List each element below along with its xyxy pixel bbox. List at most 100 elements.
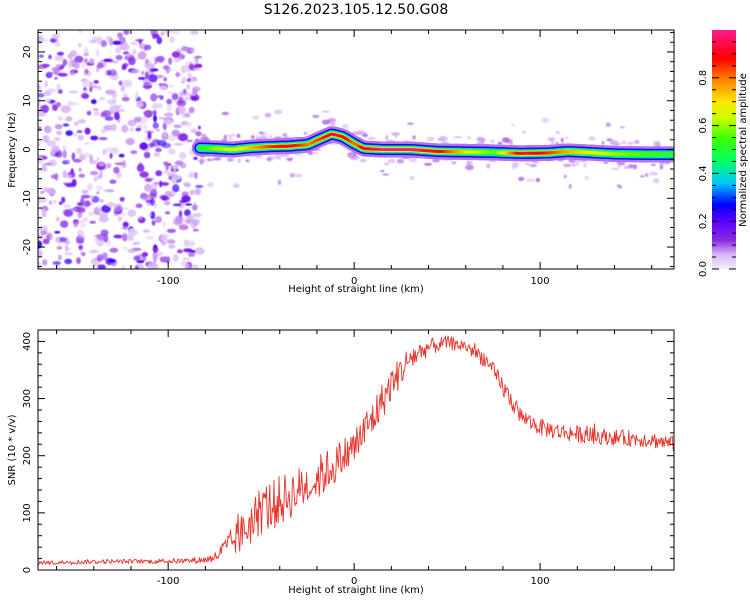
noise-blob [65,244,69,253]
noise-blob [153,152,161,157]
ridge-halo [250,135,255,139]
noise-blob [150,93,158,102]
colorbar-ticks: 0.0 0.2 0.4 0.6 0.8 [698,41,736,277]
noise-blob [107,162,112,169]
ridge-halo [245,159,250,163]
noise-blob [81,61,86,69]
figure-title: S126.2023.105.12.50.G08 [264,2,449,18]
ridge-halo [618,186,623,189]
x-tick-label: 0 [351,276,357,287]
noise-blob [168,57,173,65]
noise-blob [184,112,191,118]
ridge-halo [380,169,385,173]
ridge-halo [555,141,559,145]
ridge-halo [341,124,349,129]
noise-blob [147,202,151,206]
noise-blob [124,53,131,57]
noise-blob [185,219,192,224]
noise-blob [57,116,64,121]
noise-blob [52,261,61,265]
noise-blob [63,252,74,256]
noise-blob [166,103,172,112]
noise-blob [86,110,92,116]
noise-blob [99,211,107,217]
noise-blob [171,51,181,58]
noise-blob [114,112,120,121]
noise-blob [62,170,67,179]
noise-blob [151,220,156,226]
noise-blob [113,166,120,174]
noise-blob [63,204,71,208]
ridge-halo [387,158,396,164]
noise-blob [166,30,174,34]
noise-blob [38,93,45,98]
noise-blob [148,265,157,268]
noise-blob [147,131,152,140]
ridge-halo [294,173,303,178]
noise-blob [172,203,182,207]
noise-blob [93,80,99,84]
colorbar-label: Normalized spectral amplitude [738,73,749,227]
noise-blob [61,105,71,114]
noise-blob [190,30,199,35]
noise-blob [89,87,93,92]
noise-blob [135,127,142,132]
noise-blob [135,265,139,269]
noise-blob [141,70,145,75]
noise-blob [145,62,155,70]
noise-blob [136,164,145,173]
noise-blob [99,198,105,203]
ridge-halo [511,162,520,168]
noise-blob [97,62,104,69]
noise-blob [48,71,59,75]
noise-blob [88,159,99,165]
noise-blob [128,228,136,236]
ridge-halo [601,140,605,146]
noise-blob [96,85,102,91]
ridge-halo [385,134,389,141]
snr-panel: -100 0 100 0 100 200 300 400 Height of straight… [7,329,675,596]
noise-blob [156,139,167,147]
noise-blob [153,202,157,208]
ridge-halo [610,167,620,170]
noise-blob [64,258,73,265]
ridge-halo [221,111,229,116]
noise-blob [73,121,79,126]
noise-blob [109,247,119,253]
colorbar: 0.0 0.2 0.4 0.6 0.8 Normalized spectral ampl… [698,30,749,277]
noise-blob [76,207,86,214]
noise-blob [181,257,191,260]
noise-blob [51,33,61,40]
noise-blob [156,74,164,79]
noise-blob [40,38,50,42]
noise-blob [97,174,101,180]
noise-blob [175,71,180,78]
noise-blob [197,125,201,130]
ridge-halo [312,151,319,155]
ridge-halo [408,157,418,163]
noise-blob [188,172,194,179]
noise-blob [102,149,106,155]
noise-blob [171,129,180,137]
noise-blob [183,88,187,95]
noise-blob [69,208,79,212]
noise-blob [122,93,128,98]
noise-blob [122,80,133,88]
ridge-halo [555,130,560,135]
noise-blob [65,116,73,122]
noise-blob [121,264,125,269]
noise-blob [73,132,78,137]
snr-ticks: -100 0 100 0 100 200 300 400 [22,329,674,587]
noise-blob [190,46,196,53]
colorbar-tick-label: 0.0 [698,261,709,277]
noise-blob [81,189,89,194]
noise-blob [101,252,108,261]
ridge-halo [510,123,515,126]
noise-blob [130,150,138,155]
noise-blob [38,233,45,240]
noise-blob [155,170,163,177]
ridge-halo [465,164,474,171]
noise-blob [82,217,89,222]
noise-blob [92,108,99,111]
noise-blob [133,241,141,245]
